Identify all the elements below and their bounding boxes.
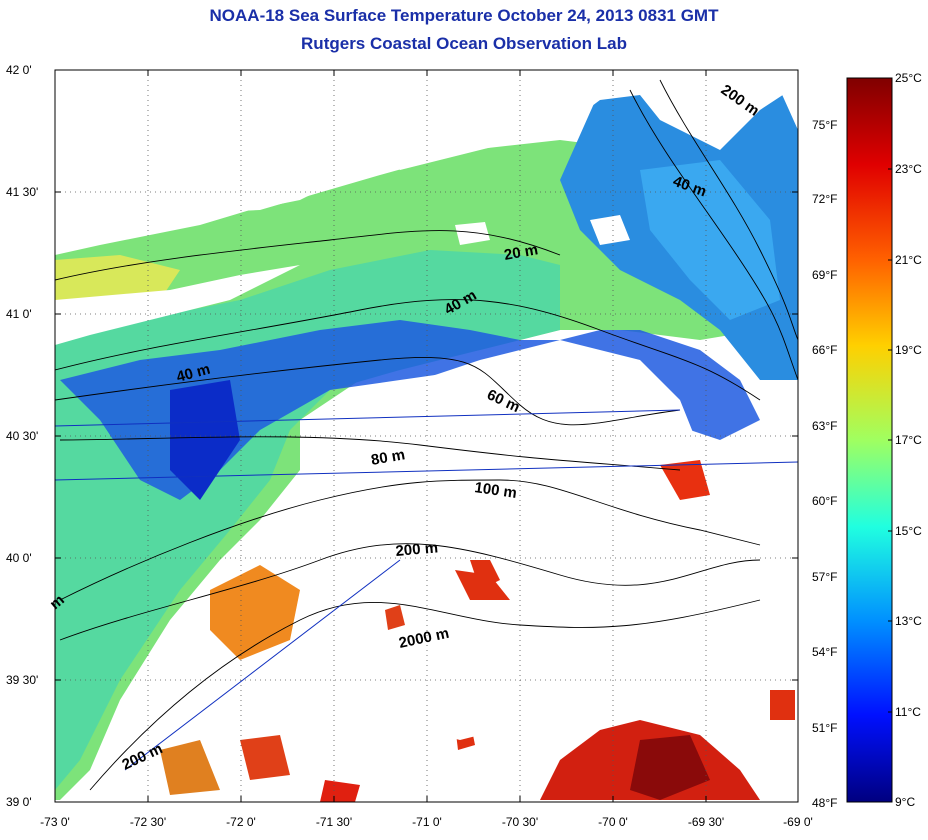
- shipping-lanes: [54, 409, 799, 771]
- fahrenheit-label: 69°F: [812, 268, 837, 282]
- lat-tick-label: 41 0': [6, 307, 32, 321]
- fahrenheit-label: 75°F: [812, 118, 837, 132]
- fahrenheit-label: 63°F: [812, 419, 837, 433]
- contour-label: 20 m: [503, 241, 540, 264]
- bathymetry-contours: [55, 79, 798, 791]
- fahrenheit-label: 60°F: [812, 494, 837, 508]
- fahrenheit-label: 57°F: [812, 570, 837, 584]
- contour-label: 80 m: [370, 446, 407, 469]
- graticule: [55, 70, 798, 802]
- lat-tick-label: 40 30': [6, 429, 38, 443]
- fahrenheit-label: 51°F: [812, 721, 837, 735]
- map-title: NOAA-18 Sea Surface Temperature October …: [209, 6, 719, 25]
- celsius-label: 21°C: [895, 253, 922, 267]
- celsius-label: 15°C: [895, 524, 922, 538]
- contour-label: 200 m: [395, 539, 439, 560]
- lon-tick-label: -72 0': [226, 815, 256, 829]
- map-subtitle: Rutgers Coastal Ocean Observation Lab: [301, 34, 627, 53]
- celsius-label: 9°C: [895, 795, 915, 809]
- lat-tick-label: 41 30': [6, 185, 38, 199]
- lon-tick-label: -69 30': [688, 815, 724, 829]
- contour-label: 100 m: [473, 479, 517, 502]
- fahrenheit-label: 66°F: [812, 343, 837, 357]
- fahrenheit-label: 72°F: [812, 192, 837, 206]
- celsius-label: 13°C: [895, 614, 922, 628]
- lat-tick-label: 39 0': [6, 795, 32, 809]
- lon-tick-label: -73 0': [40, 815, 70, 829]
- colorbar: [846, 77, 893, 803]
- lon-tick-label: -69 0': [783, 815, 813, 829]
- lat-tick-label: 40 0': [6, 551, 32, 565]
- sst-imagery: [55, 70, 798, 802]
- celsius-label: 19°C: [895, 343, 922, 357]
- celsius-label: 25°C: [895, 71, 922, 85]
- lon-tick-label: -70 0': [598, 815, 628, 829]
- lon-tick-label: -70 30': [502, 815, 538, 829]
- lon-tick-label: -71 0': [412, 815, 442, 829]
- lat-tick-label: 42 0': [6, 63, 32, 77]
- axis-ticks: [54, 70, 799, 802]
- fahrenheit-label: 54°F: [812, 645, 837, 659]
- colorbar-ticks: [888, 168, 892, 713]
- celsius-label: 23°C: [895, 162, 922, 176]
- lat-tick-label: 39 30': [6, 673, 38, 687]
- celsius-label: 11°C: [895, 705, 921, 719]
- fahrenheit-label: 48°F: [812, 796, 837, 810]
- lon-tick-label: -71 30': [316, 815, 352, 829]
- celsius-label: 17°C: [895, 433, 922, 447]
- lon-tick-label: -72 30': [130, 815, 166, 829]
